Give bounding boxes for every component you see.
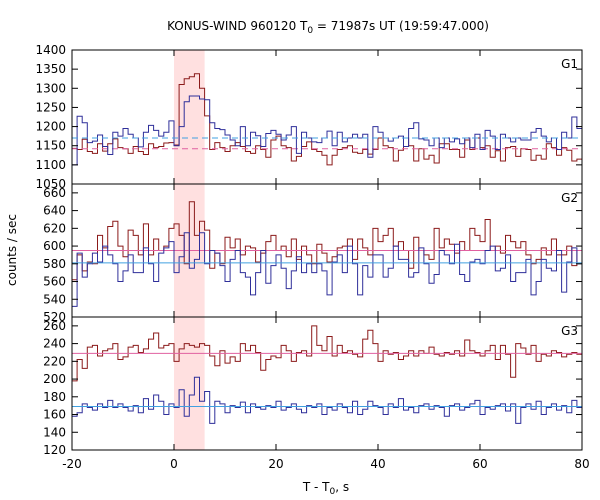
y-tick-label: 520 <box>43 310 66 324</box>
y-tick-label: 1300 <box>35 81 66 95</box>
y-tick-label: 160 <box>43 408 66 422</box>
y-tick-label: 120 <box>43 443 66 457</box>
y-tick-label: 540 <box>43 292 66 306</box>
highlight-band <box>174 317 205 450</box>
x-tick-label: 40 <box>370 457 385 471</box>
y-tick-label: 600 <box>43 239 66 253</box>
chart-title: KONUS-WIND 960120 T0 = 71987s UT (19:59:… <box>167 19 489 36</box>
y-tick-label: 640 <box>43 204 66 218</box>
series-blue-line <box>72 376 582 424</box>
highlight-band <box>174 50 205 184</box>
x-tick-label: -20 <box>62 457 82 471</box>
x-tick-label: 60 <box>472 457 487 471</box>
panel-g1: 1050 1100 1150 1200 1250 1300 1350 1400 G1 <box>35 43 583 191</box>
x-tick-label: 20 <box>268 457 283 471</box>
x-tick-label: 80 <box>574 457 589 471</box>
x-tick-label: 0 <box>170 457 178 471</box>
panel-label: G2 <box>561 191 578 205</box>
y-tick-label: 140 <box>43 425 66 439</box>
chart-title-main: KONUS-WIND 960120 T <box>167 19 308 33</box>
x-axis-label: T - T0, s <box>302 480 349 497</box>
y-tick-label: 1350 <box>35 62 66 76</box>
panel-g2: 520 540 560 580 600 620 640 660 G2 <box>43 183 583 324</box>
y-axis-label: counts / sec <box>5 214 19 286</box>
y-tick-label: 240 <box>43 337 66 351</box>
chart-title-rest: = 71987s UT (19:59:47.000) <box>313 19 489 33</box>
panel-g3: 120 140 160 180 200 220 240 260 G3 <box>43 316 583 457</box>
panels-layer: 10501100115012001250130013501400G1520540… <box>35 43 589 471</box>
panel-frame <box>71 316 583 451</box>
y-tick-label: 1050 <box>35 177 66 191</box>
chart-title-subscript: 0 <box>307 26 313 36</box>
series-red-line <box>72 325 582 382</box>
x-axis-label-subscript: 0 <box>330 487 336 497</box>
y-tick-label: 220 <box>43 354 66 368</box>
y-tick-label: 580 <box>43 257 66 271</box>
series-red-line <box>72 73 582 166</box>
y-tick-label: 180 <box>43 390 66 404</box>
y-tick-label: 620 <box>43 221 66 235</box>
x-axis-label-rest: , s <box>335 480 349 494</box>
y-tick-label: 260 <box>43 319 66 333</box>
y-tick-label: 560 <box>43 275 66 289</box>
y-tick-label: 1150 <box>35 139 66 153</box>
y-tick-label: 200 <box>43 372 66 386</box>
y-tick-label: 1400 <box>35 43 66 57</box>
y-tick-label: 1250 <box>35 100 66 114</box>
x-axis-label-main: T - T <box>302 480 330 494</box>
y-tick-label: 1200 <box>35 120 66 134</box>
y-tick-label: 1100 <box>35 158 66 172</box>
panel-label: G3 <box>561 324 578 338</box>
y-tick-label: 660 <box>43 186 66 200</box>
series-blue-line <box>72 232 582 307</box>
panel-label: G1 <box>561 57 578 71</box>
